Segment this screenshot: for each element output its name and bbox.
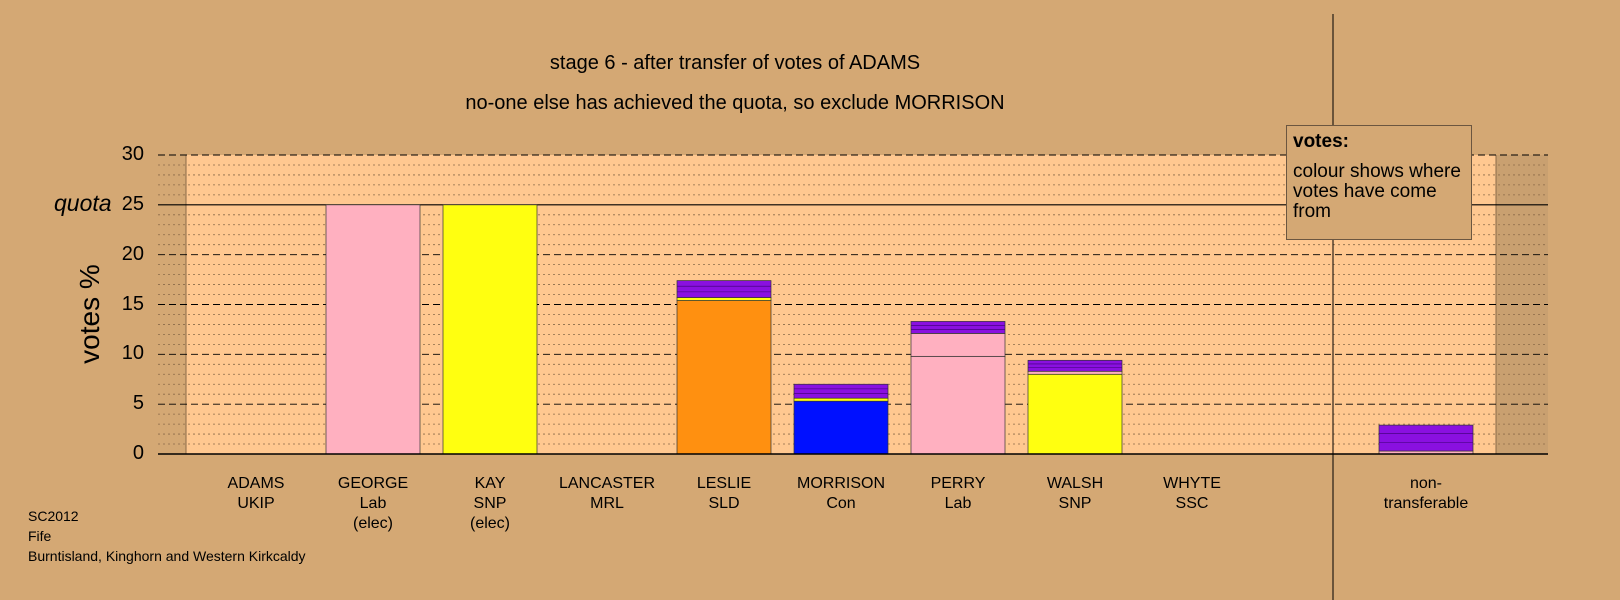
candidate-label-line: LESLIE bbox=[696, 475, 752, 492]
candidate-label-line: Lab bbox=[359, 495, 387, 512]
footer-line-1: SC2012 bbox=[28, 508, 79, 524]
candidate-label: LANCASTER MRL bbox=[552, 474, 662, 514]
candidate-label-line: KAY bbox=[474, 475, 506, 492]
y-tick-label: 25 bbox=[121, 192, 144, 215]
bar-segment bbox=[676, 300, 772, 455]
candidate-label: PERRY Lab bbox=[903, 474, 1013, 514]
candidate-label-line: non- bbox=[1409, 475, 1443, 492]
y-tick-label: 30 bbox=[121, 143, 144, 165]
candidate-label-line: SNP bbox=[473, 495, 507, 512]
candidate-label-line: MRL bbox=[590, 495, 624, 512]
candidate-label-line: SNP bbox=[1058, 495, 1092, 512]
candidate-label: WHYTE SSC bbox=[1137, 474, 1247, 514]
y-tick-label: 10 bbox=[121, 342, 144, 365]
bar-segment bbox=[676, 280, 772, 298]
candidate-label: KAY SNP (elec) bbox=[435, 474, 545, 534]
candidate-label-line: transferable bbox=[1383, 495, 1469, 512]
bar-segment bbox=[910, 355, 1006, 455]
candidate-label-line: PERRY bbox=[930, 475, 986, 492]
candidate-label-line: SLD bbox=[708, 495, 740, 512]
bar-segment bbox=[442, 204, 538, 455]
bar-segment bbox=[1027, 373, 1123, 455]
y-tick-label: 0 bbox=[132, 442, 144, 464]
candidate-label-line: WHYTE bbox=[1163, 475, 1221, 492]
candidate-label: non-transferable bbox=[1371, 474, 1481, 514]
bar-segment bbox=[793, 383, 889, 399]
candidate-label-line: ADAMS bbox=[227, 475, 285, 492]
bar-segment bbox=[910, 333, 1006, 357]
chart-title: stage 6 - after transfer of votes of ADA… bbox=[549, 52, 921, 74]
candidate-label-line: Con bbox=[826, 495, 856, 512]
legend-box: votes: colour shows where votes have com… bbox=[1286, 125, 1472, 240]
bar-segment bbox=[1027, 359, 1123, 372]
candidate-label-line: GEORGE bbox=[337, 475, 409, 492]
candidate-label-line: UKIP bbox=[237, 495, 275, 512]
candidate-label: LESLIE SLD bbox=[669, 474, 779, 514]
candidate-label-line: MORRISON bbox=[797, 475, 885, 492]
bar-segment bbox=[910, 321, 1006, 334]
footer-line-2: Fife bbox=[28, 528, 52, 544]
y-tick-label: 20 bbox=[121, 242, 144, 265]
candidate-label: WALSH SNP bbox=[1020, 474, 1130, 514]
legend-text: colour shows where votes have come from bbox=[1293, 161, 1461, 222]
quota-label: quota bbox=[54, 190, 112, 216]
y-tick-label: 5 bbox=[132, 392, 144, 415]
candidate-label: ADAMS UKIP bbox=[201, 474, 311, 514]
bar-segment bbox=[1027, 370, 1123, 375]
bar-segment bbox=[676, 297, 772, 301]
candidate-label-line: SSC bbox=[1175, 495, 1209, 512]
candidate-label: MORRISON Con bbox=[786, 474, 896, 514]
bar-segment bbox=[325, 204, 421, 455]
y-tick-label: 15 bbox=[121, 292, 144, 315]
candidate-label-line: (elec) bbox=[352, 515, 393, 532]
footer: SC2012 Fife Burntisland, Kinghorn and We… bbox=[28, 506, 306, 566]
bar-segment bbox=[793, 400, 889, 455]
candidate-label-line: (elec) bbox=[469, 515, 510, 532]
candidate-label-line: LANCASTER bbox=[558, 475, 656, 492]
candidate-label-line: Lab bbox=[944, 495, 972, 512]
footer-line-3: Burntisland, Kinghorn and Western Kirkca… bbox=[28, 548, 306, 564]
legend-title: votes: bbox=[1293, 131, 1349, 152]
candidate-label: GEORGE Lab (elec) bbox=[318, 474, 428, 534]
chart-subtitle: no-one else has achieved the quota, so e… bbox=[465, 92, 1005, 114]
candidate-label-line: WALSH bbox=[1046, 475, 1104, 492]
bar-segment bbox=[1378, 424, 1474, 452]
bar-segment bbox=[793, 397, 889, 402]
